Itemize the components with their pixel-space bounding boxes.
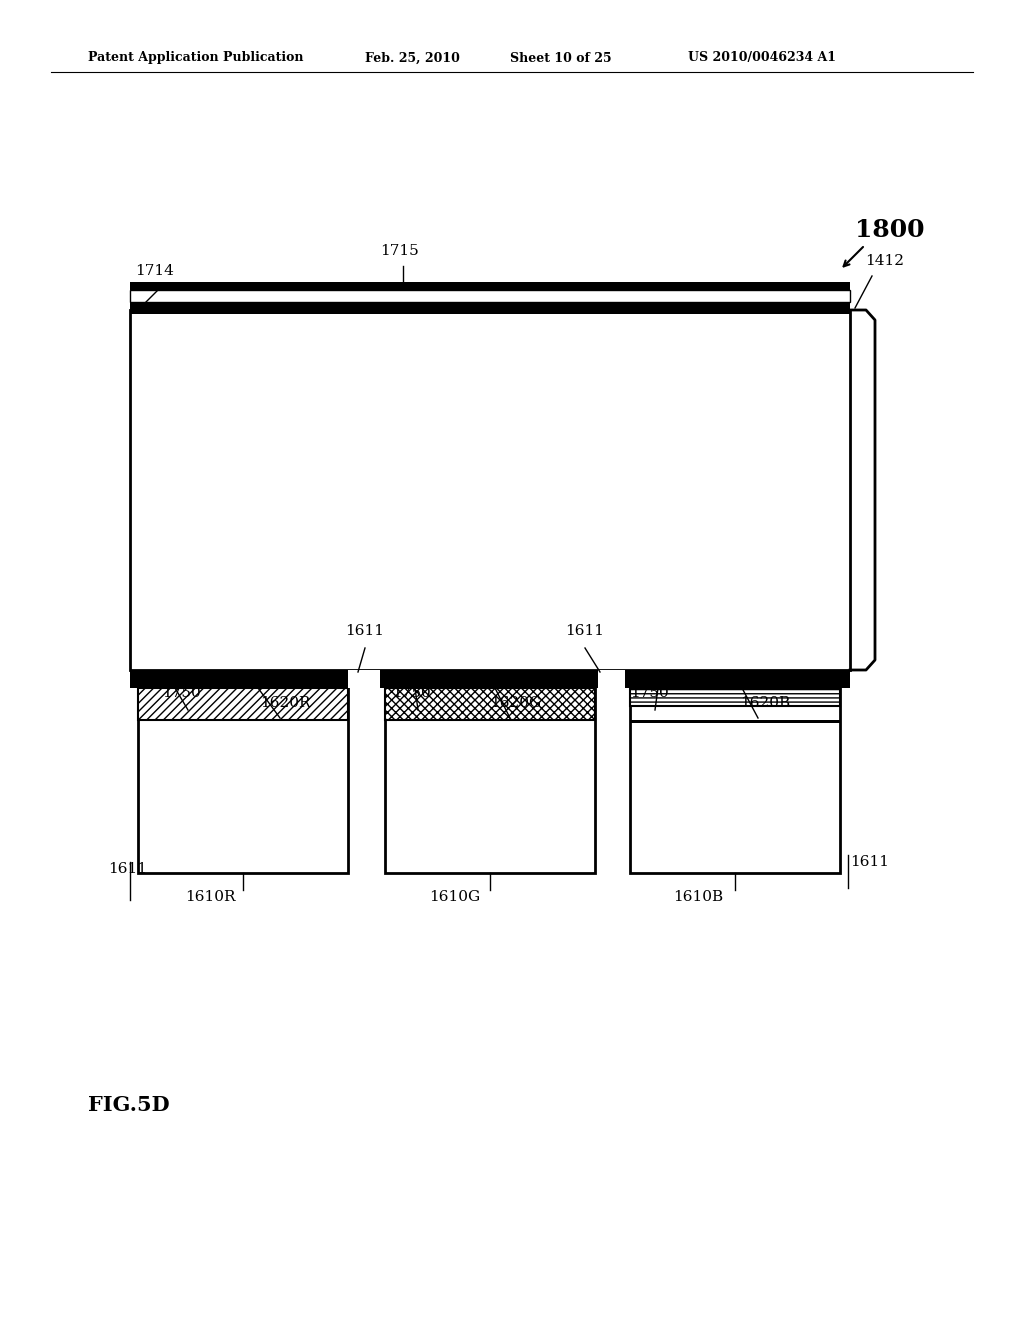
Bar [385,688,595,873]
Text: Sheet 10 of 25: Sheet 10 of 25 [510,51,611,65]
Text: 1611: 1611 [850,855,889,869]
Text: 1620G: 1620G [490,696,542,710]
Text: 1610G: 1610G [429,890,480,904]
Text: 1750: 1750 [630,686,669,700]
Bar [130,282,850,290]
Bar [630,719,840,723]
Text: Patent Application Publication: Patent Application Publication [88,51,303,65]
Text: 1610B: 1610B [673,890,723,904]
Bar [348,671,380,688]
Text: 1620R: 1620R [260,696,310,710]
Text: 1715: 1715 [380,244,419,257]
Bar [630,688,840,706]
Text: 1611: 1611 [108,862,147,876]
Bar [130,310,850,671]
Bar [138,688,348,719]
Text: 1750: 1750 [162,686,201,700]
Text: 1714: 1714 [135,264,174,279]
Text: 1800: 1800 [855,218,925,242]
Bar [138,688,348,873]
Text: 1611: 1611 [345,624,384,638]
Bar [630,688,840,873]
Bar [130,290,850,302]
Bar [598,671,625,688]
Text: FIG.5D: FIG.5D [88,1096,170,1115]
Text: US 2010/0046234 A1: US 2010/0046234 A1 [688,51,836,65]
Bar [130,671,850,688]
Bar [385,688,595,719]
Text: 1610R: 1610R [184,890,236,904]
Text: Feb. 25, 2010: Feb. 25, 2010 [365,51,460,65]
Text: 1750: 1750 [392,686,431,700]
Text: 1412: 1412 [865,253,904,268]
Text: 1620B: 1620B [740,696,791,710]
Bar [130,302,850,314]
Text: 1611: 1611 [565,624,604,638]
